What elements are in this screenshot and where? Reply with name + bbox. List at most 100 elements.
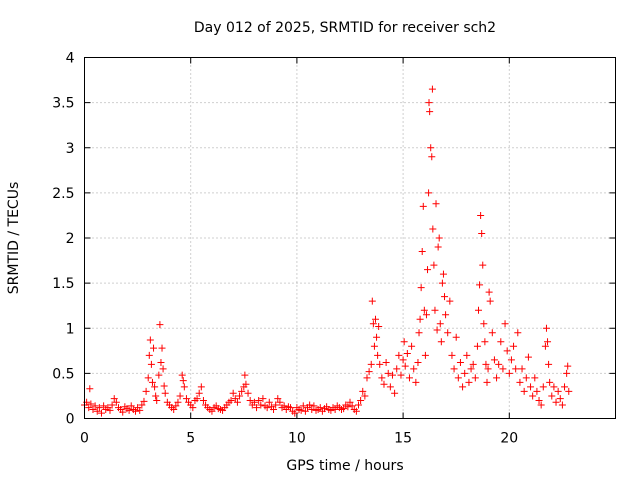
data-point <box>450 365 458 373</box>
data-point <box>146 336 154 344</box>
data-point <box>546 378 554 386</box>
data-point <box>195 389 203 397</box>
data-point <box>471 374 479 382</box>
plot-frame <box>84 57 616 419</box>
data-point <box>199 396 207 404</box>
data-point <box>138 401 146 409</box>
data-point <box>142 387 150 395</box>
data-point <box>429 225 437 233</box>
data-point <box>172 402 180 410</box>
data-point <box>399 356 407 364</box>
data-point <box>359 387 367 395</box>
y-tick-label: 4 <box>66 51 75 67</box>
data-point <box>537 401 545 409</box>
data-point <box>125 406 133 414</box>
data-point <box>236 392 244 400</box>
data-point <box>180 383 188 391</box>
data-point <box>535 396 543 404</box>
data-point <box>552 398 560 406</box>
x-tick-label: 5 <box>186 431 195 447</box>
data-point <box>306 401 314 409</box>
data-point <box>442 311 450 319</box>
data-point <box>159 365 167 373</box>
data-point <box>479 261 487 269</box>
data-point <box>85 404 93 412</box>
data-point <box>544 338 552 346</box>
data-point <box>469 360 477 368</box>
data-point <box>241 371 249 379</box>
data-point <box>436 320 444 328</box>
data-point <box>170 405 178 413</box>
data-point <box>374 351 382 359</box>
data-point <box>108 401 116 409</box>
data-point <box>270 405 278 413</box>
data-point <box>229 389 237 397</box>
x-tick-label: 20 <box>500 431 518 447</box>
data-point <box>388 371 396 379</box>
data-point <box>529 392 537 400</box>
data-point <box>119 408 127 416</box>
x-tick-label: 10 <box>288 431 306 447</box>
data-point <box>280 402 288 410</box>
data-point <box>522 374 530 382</box>
data-point <box>524 353 532 361</box>
data-point <box>352 407 360 415</box>
data-point <box>497 338 505 346</box>
data-point <box>495 360 503 368</box>
data-point <box>158 344 166 352</box>
data-point <box>386 383 394 391</box>
data-point <box>420 306 428 314</box>
data-point <box>539 383 547 391</box>
data-point <box>250 398 258 406</box>
data-point <box>153 396 161 404</box>
data-point <box>97 409 105 417</box>
data-point <box>463 351 471 359</box>
data-point <box>486 297 494 305</box>
data-point <box>310 402 318 410</box>
data-point <box>403 350 411 358</box>
data-point <box>161 389 169 397</box>
data-point <box>242 380 250 388</box>
data-point <box>131 407 139 415</box>
data-point <box>361 392 369 400</box>
data-point <box>503 347 511 355</box>
data-point <box>432 200 440 208</box>
data-point <box>550 383 558 391</box>
data-point <box>483 378 491 386</box>
data-point <box>144 374 152 382</box>
x-axis-label: GPS time / hours <box>286 458 403 474</box>
data-point <box>465 378 473 386</box>
data-point <box>428 153 436 161</box>
data-point <box>501 320 509 328</box>
data-point <box>378 374 386 382</box>
data-point <box>421 351 429 359</box>
data-point <box>193 395 201 403</box>
y-tick-label: 1 <box>66 321 75 337</box>
data-point <box>425 99 433 107</box>
data-point <box>238 387 246 395</box>
data-point <box>541 342 549 350</box>
data-point <box>481 338 489 346</box>
data-point <box>408 342 416 350</box>
data-point <box>274 395 282 403</box>
data-point <box>299 402 307 410</box>
data-point <box>340 405 348 413</box>
data-point <box>426 108 434 116</box>
data-point <box>435 234 443 242</box>
data-point <box>505 369 513 377</box>
data-point <box>227 396 235 404</box>
data-point <box>276 398 284 406</box>
data-point <box>147 360 155 368</box>
y-tick-label: 0 <box>66 412 75 428</box>
data-point <box>182 395 190 403</box>
grid-lines <box>84 57 616 419</box>
data-point <box>545 360 553 368</box>
data-point <box>263 404 271 412</box>
data-point <box>176 392 184 400</box>
data-point <box>380 380 388 388</box>
data-point <box>208 407 216 415</box>
y-tick-label: 3.5 <box>52 96 74 112</box>
data-point <box>297 406 305 414</box>
data-point <box>86 385 94 393</box>
y-tick-label: 1.5 <box>52 276 74 292</box>
